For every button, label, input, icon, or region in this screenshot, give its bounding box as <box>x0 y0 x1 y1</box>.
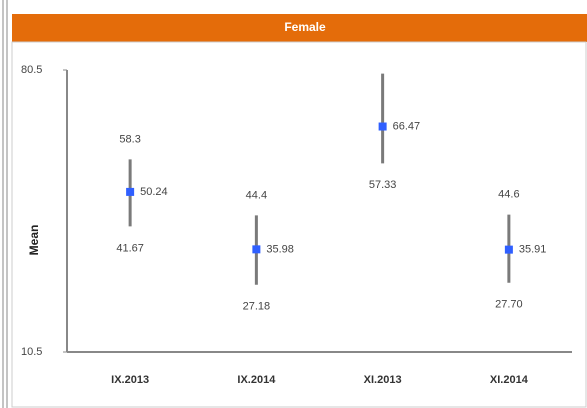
mean-point <box>378 122 387 131</box>
y-tick-label: 80.5 <box>21 64 42 76</box>
y-axis-label: Mean <box>27 225 41 256</box>
upper-label: 58.3 <box>119 133 140 145</box>
panel <box>11 41 587 408</box>
upper-label: 44.4 <box>246 189 267 201</box>
mean-label: 35.98 <box>266 243 294 255</box>
upper-label: 44.6 <box>498 189 519 201</box>
chart-title: Female <box>284 20 326 34</box>
mean-point <box>126 187 135 196</box>
lower-label: 57.33 <box>369 179 397 191</box>
x-tick-label: XI.2013 <box>364 374 402 386</box>
x-tick-label: IX.2014 <box>237 374 276 386</box>
mean-label: 66.47 <box>393 120 421 132</box>
lower-label: 27.18 <box>243 301 271 313</box>
mean-label: 50.24 <box>140 186 168 198</box>
mean-label: 35.91 <box>519 244 547 256</box>
y-tick-label: 10.5 <box>21 346 42 358</box>
header-bar <box>12 14 587 42</box>
x-tick-label: IX.2013 <box>111 374 149 386</box>
x-tick-label: XI.2014 <box>490 374 529 386</box>
lower-label: 41.67 <box>116 242 144 254</box>
mean-point <box>504 245 513 254</box>
lower-label: 27.70 <box>495 299 523 311</box>
mean-point <box>252 245 261 254</box>
